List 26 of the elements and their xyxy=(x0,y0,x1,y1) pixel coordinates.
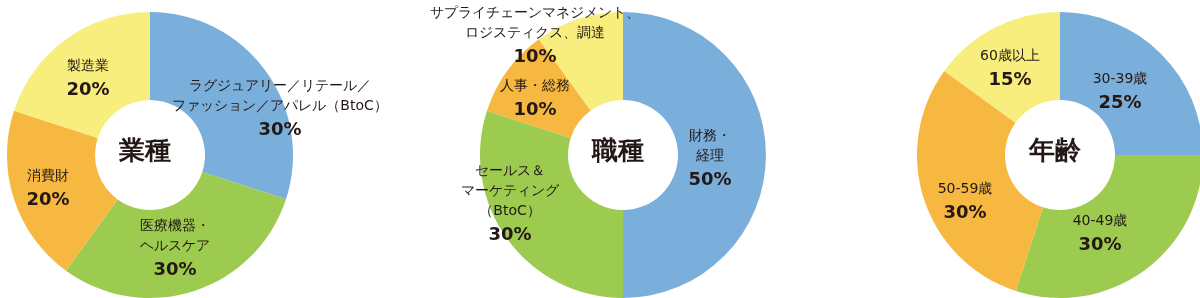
data-label: 50% xyxy=(688,167,732,189)
donut-slice xyxy=(7,110,118,271)
slice-label: 30-39歳 xyxy=(1092,70,1148,86)
text: 職種 xyxy=(591,135,644,165)
slice-label: 製造業 xyxy=(67,57,109,73)
data-label: 30% xyxy=(1078,232,1122,254)
slice-label: 人事・総務 xyxy=(500,77,570,93)
data-label: 30% xyxy=(943,200,987,222)
slice-label: 消費財 xyxy=(27,167,69,183)
data-label: 15% xyxy=(988,67,1032,89)
slice-label: 60歳以上 xyxy=(980,47,1040,63)
data-label: 20% xyxy=(26,187,70,209)
data-label: 25% xyxy=(1098,90,1142,112)
slice-label: 財務・経理 xyxy=(689,127,731,163)
data-label: 30% xyxy=(153,257,197,279)
donut-slice xyxy=(944,12,1060,123)
slice-label: 40-49歳 xyxy=(1072,212,1128,228)
slice-label: ラグジュアリー／リテール／ファッション／アパレル（BtoC） xyxy=(172,77,388,113)
slice-label: 医療機器・ヘルスケア xyxy=(140,217,210,253)
slice-label: サプライチェーンマネジメント、ロジスティクス、調達 xyxy=(430,4,640,40)
data-label: 10% xyxy=(513,97,557,119)
data-label: 20% xyxy=(66,77,110,99)
donut-slice xyxy=(14,12,150,138)
text: 業種 xyxy=(118,135,171,165)
slice-label: 50-59歳 xyxy=(937,180,993,196)
text: 年齢 xyxy=(1028,135,1082,165)
